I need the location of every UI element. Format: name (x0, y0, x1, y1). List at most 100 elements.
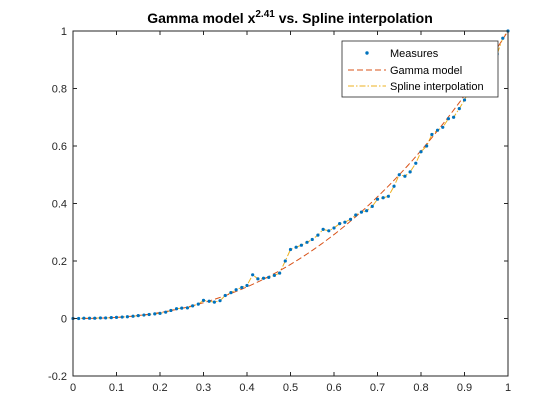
measure-point (164, 310, 168, 314)
measure-point (77, 316, 81, 321)
legend-box (341, 40, 499, 98)
x-axis-ticks: 0 0.1 0.2 0.3 0.4 0.5 0.6 0.7 0.8 0.9 1 (70, 31, 511, 394)
measure-point (278, 271, 282, 275)
measure-point (348, 217, 353, 221)
x-tick-label: 0.3 (196, 382, 211, 394)
measure-point (185, 306, 190, 310)
measure-point (327, 229, 331, 233)
y-tick-label: 1 (61, 26, 67, 38)
measure-point (321, 227, 325, 231)
y-tick-label: 0.8 (52, 84, 67, 96)
legend-label-measures: Measures (390, 48, 439, 60)
measure-point (229, 291, 233, 295)
measure-point (338, 222, 342, 226)
measure-point (261, 276, 266, 280)
series-gamma-model-line (73, 30, 509, 319)
measure-point (136, 314, 140, 318)
series-curves (73, 30, 509, 319)
x-tick-label: 0 (70, 382, 76, 394)
measure-point (114, 315, 119, 319)
y-tick-label: 0.6 (52, 141, 67, 153)
measure-point (332, 226, 336, 230)
measure-point (196, 302, 200, 306)
measure-point (125, 315, 129, 319)
x-tick-label: 0.6 (326, 382, 341, 394)
y-tick-label: -0.2 (48, 371, 67, 383)
measure-point (386, 194, 390, 198)
measure-point (180, 306, 184, 310)
legend-label-gamma-model: Gamma model (390, 65, 462, 77)
measure-point (142, 313, 146, 317)
measure-point (158, 311, 162, 315)
measure-point (272, 273, 276, 277)
x-tick-label: 1 (505, 382, 511, 394)
measure-point (452, 115, 456, 119)
measure-point (109, 316, 113, 320)
y-axis-ticks: -0.2 0 0.2 0.4 0.6 0.8 1 (48, 26, 508, 383)
measure-point (87, 316, 92, 320)
chart-title-superscript: 2.41 (255, 9, 275, 20)
x-tick-label: 0.5 (283, 382, 298, 394)
measure-point (381, 196, 385, 200)
measure-point (305, 240, 309, 244)
measure-point (392, 184, 396, 188)
measure-point (131, 314, 135, 318)
measure-point (375, 197, 380, 201)
measure-point (82, 316, 86, 320)
measure-point (354, 213, 358, 217)
x-tick-label: 0.1 (109, 382, 124, 394)
measure-point (93, 316, 97, 320)
measure-point (234, 288, 238, 292)
measure-point (294, 245, 298, 249)
measure-point (425, 144, 429, 148)
legend-label-spline-interpolation: Spline interpolation (390, 81, 484, 93)
measure-point (430, 132, 434, 137)
measure-point (245, 283, 249, 288)
measure-point (359, 210, 364, 214)
measure-point (207, 299, 211, 303)
measure-point (288, 247, 293, 252)
measure-point (462, 98, 467, 102)
measure-point (365, 209, 369, 213)
chart-title-main: Gamma model x (147, 10, 255, 26)
measure-point (419, 150, 423, 154)
measure-point (218, 299, 222, 303)
measure-point (223, 293, 227, 298)
measure-point (343, 220, 347, 224)
measure-point (120, 315, 124, 319)
chart-title-suffix: vs. Spline interpolation (275, 10, 433, 26)
y-tick-label: 0.2 (52, 256, 67, 268)
measure-point (104, 316, 108, 320)
measure-point (435, 128, 440, 132)
x-tick-label: 0.8 (413, 382, 428, 394)
measure-point (408, 170, 412, 174)
measure-point (153, 312, 157, 316)
measure-point (98, 316, 103, 320)
measure-point (457, 107, 461, 111)
measure-point (441, 125, 445, 129)
measure-point (240, 285, 244, 290)
measure-point (191, 304, 195, 308)
measure-point (403, 174, 407, 178)
x-tick-label: 0.7 (370, 382, 385, 394)
measure-point (446, 117, 450, 121)
measure-point (316, 233, 320, 237)
x-tick-label: 0.2 (152, 382, 167, 394)
y-tick-label: 0.4 (52, 199, 67, 211)
y-tick-label: 0 (61, 314, 67, 326)
legend-marker-measures (365, 51, 369, 55)
measure-point (501, 36, 505, 40)
x-tick-label: 0.9 (457, 382, 472, 394)
measure-point (397, 173, 401, 177)
measure-point (251, 273, 255, 277)
measure-point (370, 204, 374, 208)
legend: Measures Gamma model Spline interpolatio… (341, 40, 499, 98)
chart-title: Gamma model x2.41 vs. Spline interpolati… (147, 9, 433, 26)
measure-point (169, 308, 173, 313)
measure-point (299, 243, 303, 247)
measure-point (414, 161, 418, 165)
measure-point (267, 275, 271, 279)
measure-point (147, 312, 151, 317)
measure-point (310, 237, 314, 242)
